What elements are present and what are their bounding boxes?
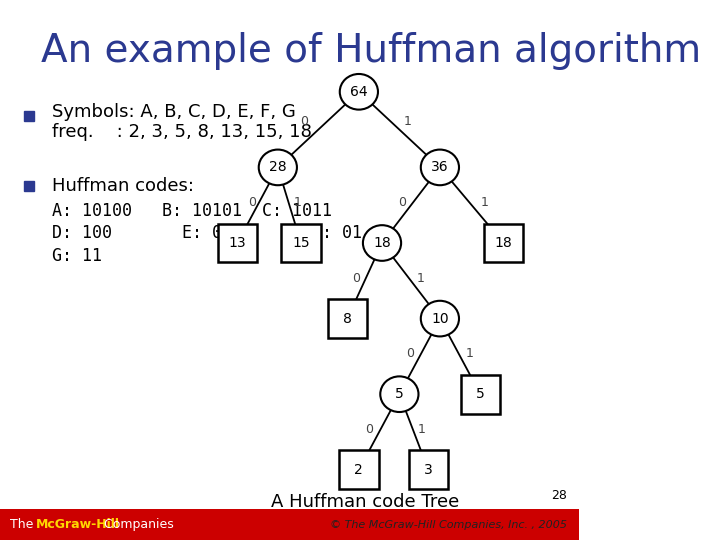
Text: 5: 5 — [476, 387, 485, 401]
Text: 28: 28 — [552, 489, 567, 502]
Circle shape — [420, 301, 459, 336]
FancyBboxPatch shape — [217, 224, 257, 262]
Text: 8: 8 — [343, 312, 352, 326]
Text: 0: 0 — [352, 272, 360, 285]
Text: Companies: Companies — [99, 518, 174, 531]
Text: 1: 1 — [418, 423, 426, 436]
Text: 1: 1 — [294, 196, 302, 209]
Text: A: 10100   B: 10101  C: 1011: A: 10100 B: 10101 C: 1011 — [52, 201, 332, 220]
Text: 2: 2 — [354, 463, 364, 477]
Text: 1: 1 — [417, 272, 425, 285]
FancyBboxPatch shape — [339, 450, 379, 489]
Text: © The McGraw-Hill Companies, Inc. , 2005: © The McGraw-Hill Companies, Inc. , 2005 — [330, 520, 567, 530]
Text: 13: 13 — [228, 236, 246, 250]
FancyBboxPatch shape — [461, 375, 500, 414]
Text: 1: 1 — [404, 115, 412, 128]
Text: The: The — [10, 518, 37, 531]
FancyBboxPatch shape — [484, 224, 523, 262]
Text: 1: 1 — [481, 196, 489, 209]
Text: D: 100       E: 00        F: 01: D: 100 E: 00 F: 01 — [52, 224, 362, 242]
Text: 5: 5 — [395, 387, 404, 401]
Text: Huffman codes:: Huffman codes: — [52, 177, 194, 195]
FancyBboxPatch shape — [328, 299, 367, 338]
Text: 0: 0 — [406, 347, 414, 360]
Text: 3: 3 — [424, 463, 433, 477]
Text: An example of Huffman algorithm: An example of Huffman algorithm — [40, 32, 701, 70]
Text: 0: 0 — [300, 115, 308, 128]
Text: G: 11: G: 11 — [52, 247, 102, 265]
Text: 0: 0 — [248, 196, 256, 209]
Circle shape — [258, 150, 297, 185]
Circle shape — [420, 150, 459, 185]
Text: 0: 0 — [398, 196, 406, 209]
Text: 28: 28 — [269, 160, 287, 174]
Text: Symbols: A, B, C, D, E, F, G: Symbols: A, B, C, D, E, F, G — [52, 103, 296, 121]
Text: McGraw-Hill: McGraw-Hill — [36, 518, 120, 531]
Text: A Huffman code Tree: A Huffman code Tree — [271, 493, 459, 511]
Circle shape — [380, 376, 418, 412]
Circle shape — [340, 74, 378, 110]
Text: 64: 64 — [350, 85, 368, 99]
Text: 1: 1 — [466, 347, 474, 360]
Text: 18: 18 — [495, 236, 513, 250]
Text: 36: 36 — [431, 160, 449, 174]
Text: 18: 18 — [373, 236, 391, 250]
Circle shape — [363, 225, 401, 261]
Text: 0: 0 — [365, 423, 373, 436]
Text: 15: 15 — [292, 236, 310, 250]
FancyBboxPatch shape — [0, 509, 579, 540]
Text: 10: 10 — [431, 312, 449, 326]
FancyBboxPatch shape — [282, 224, 320, 262]
FancyBboxPatch shape — [409, 450, 448, 489]
Text: freq.    : 2, 3, 5, 8, 13, 15, 18: freq. : 2, 3, 5, 8, 13, 15, 18 — [52, 123, 312, 141]
